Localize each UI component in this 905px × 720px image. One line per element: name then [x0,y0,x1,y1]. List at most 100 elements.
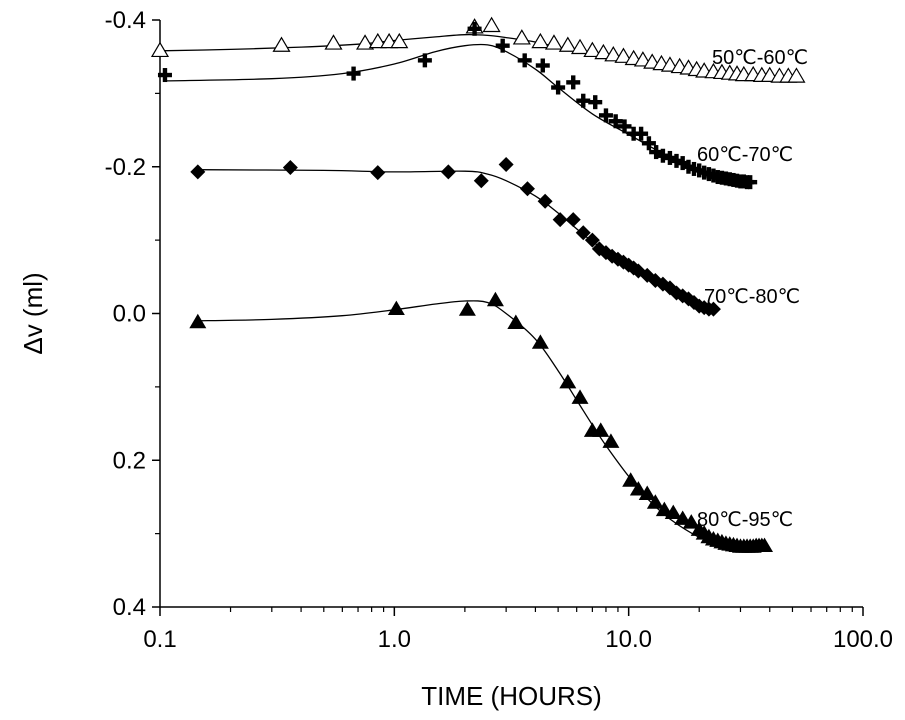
plus-marker-vbar [500,38,505,53]
series-label: 50℃-60℃ [712,47,808,69]
diamond-marker [565,212,581,228]
plus-marker-vbar [162,68,168,83]
x-tick-label: 100.0 [833,626,893,653]
series-label: 80℃-95℃ [697,509,793,531]
plus-marker-vbar [667,150,673,165]
plus-marker-vbar [555,80,561,95]
x-tick-label: 0.1 [143,626,176,653]
plus-marker-vbar [422,53,428,68]
plus-marker-vbar [680,156,685,171]
filled-triangle-marker [664,504,682,520]
x-axis-title: TIME (HOURS) [421,681,602,711]
y-tick-label: 0.2 [113,447,146,474]
plus-marker [655,148,670,163]
plus-marker-vbar [351,66,356,81]
filled-triangle-marker [531,334,549,349]
filled-triangle-marker [655,501,673,517]
filled-triangle-marker [559,373,577,389]
plus-marker [649,145,664,160]
plus-marker [669,153,684,168]
plus-marker [681,159,696,174]
y-tick-label: -0.2 [105,154,146,181]
filled-triangle-marker [458,301,476,316]
plus-marker-vbar [660,148,666,163]
plus-marker-vbar [674,153,679,168]
plus-marker [626,126,641,141]
y-tick-label: 0.4 [113,594,146,621]
plus-marker [641,136,656,151]
filled-triangle-marker [682,514,700,529]
y-tick-label: 0.0 [113,301,146,328]
diamond-marker [440,164,456,180]
open-triangle-marker [482,16,501,33]
diamond-marker [282,159,298,175]
diamond-marker [190,164,206,180]
filled-triangle-marker [674,510,692,525]
filled-triangle-marker [602,433,620,448]
plus-marker-vbar [571,75,576,90]
plus-marker [608,114,623,129]
open-triangle-marker [594,43,613,60]
open-triangle-marker [583,41,602,58]
plus-marker-vbar [653,145,659,160]
diamond-marker [519,181,535,197]
plus-marker [576,93,591,108]
open-triangle-marker [512,29,531,45]
diamond-marker [705,301,721,317]
open-triangle-marker [544,34,564,50]
plus-marker [675,156,690,171]
filled-triangle-marker [622,472,640,487]
plus-marker-vbar [638,126,644,141]
plus-marker [495,38,510,53]
open-triangle-marker [531,32,550,49]
plus-marker [617,119,632,134]
filled-triangle-marker [638,485,656,500]
filled-triangle-marker [387,300,405,316]
plus-marker [743,175,758,190]
diamond-marker [537,193,553,209]
plus-marker [566,75,581,90]
plus-marker [157,68,172,83]
plus-marker [346,66,361,81]
diamond-marker [552,212,568,228]
axes: -0.4 -0.2 0.0 0.2 0.4 0.1 1.0 10.0 100.0 [105,7,893,653]
open-triangle-marker [368,32,387,49]
plus-marker-vbar [540,58,545,73]
plus-marker [634,126,649,141]
open-triangle-marker [150,41,170,58]
filled-triangle-marker [646,494,664,509]
filled-triangle-marker [486,291,504,307]
diamond-marker [575,225,591,241]
series-label: 70℃-80℃ [704,286,800,308]
series-labels: 50℃-60℃ 60℃-70℃ 70℃-80℃ 80℃-95℃ [697,47,808,531]
plus-marker-vbar [472,21,477,36]
data-markers [150,16,806,553]
open-triangle-marker [356,34,375,50]
plus-marker [417,53,432,68]
plus-marker-vbar [631,126,636,141]
plus-marker [588,95,603,110]
plus-marker [467,21,482,36]
plus-marker-vbar [613,114,618,129]
plus-marker-vbar [622,119,627,134]
plus-marker-vbar [697,163,702,178]
filled-triangle-marker [756,537,774,553]
diamond-marker [370,165,386,181]
plus-marker [551,80,566,95]
open-triangle-marker [570,38,590,55]
plus-marker [692,163,707,178]
y-tick-label: -0.4 [105,7,146,34]
series-label: 60℃-70℃ [697,144,793,166]
plus-marker-vbar [603,108,609,123]
filled-triangle-marker [507,314,525,329]
plus-marker-vbar [747,175,753,190]
plus-marker-vbar [593,95,598,110]
plus-marker-vbar [686,159,691,174]
open-triangle-marker [390,32,409,49]
fit-curve [197,169,714,309]
plus-marker-vbar [581,93,586,108]
filled-triangle-marker [571,389,589,404]
filled-triangle-marker [592,422,610,437]
